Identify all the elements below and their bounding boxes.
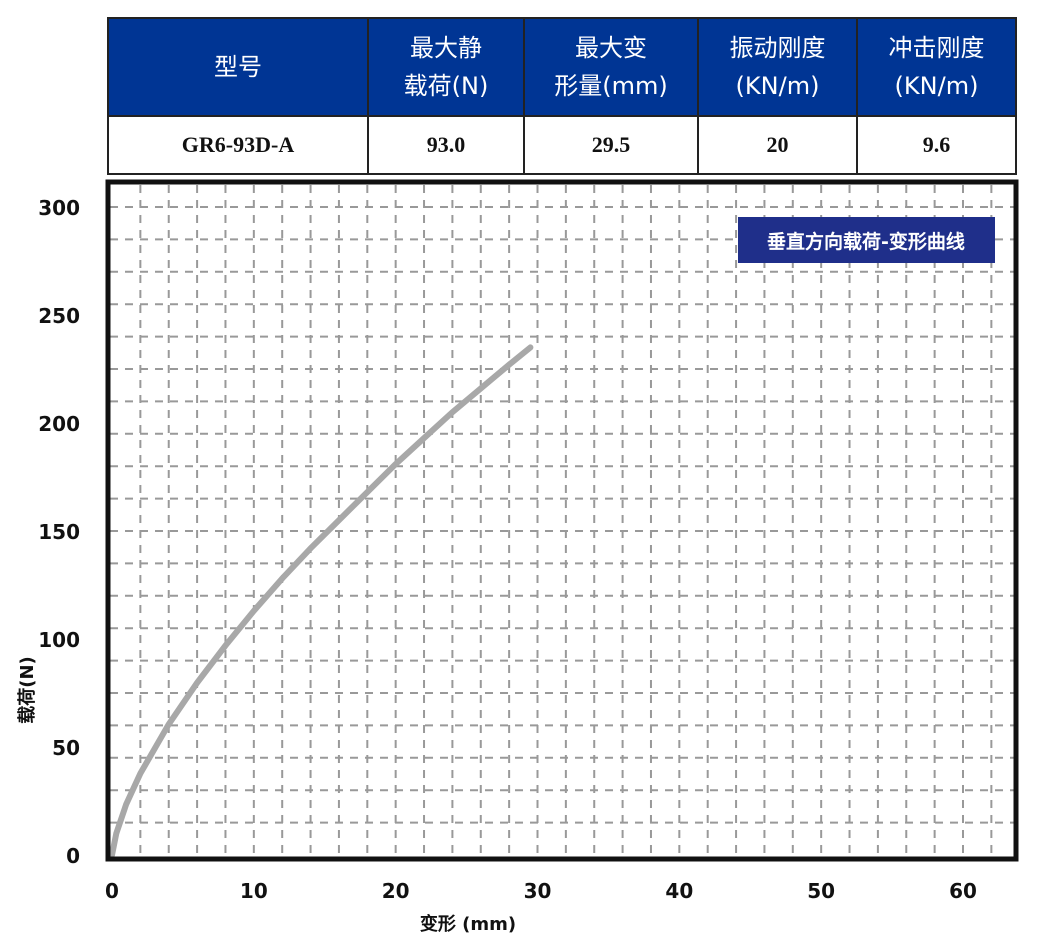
cell-vibration-stiffness: 20	[697, 115, 858, 175]
header-vibration-stiffness: 振动刚度 (KN/m)	[697, 17, 858, 117]
cell-max-deformation: 29.5	[523, 115, 699, 175]
x-tick-label: 10	[240, 879, 268, 903]
header-model: 型号	[107, 17, 369, 117]
x-tick-label: 30	[524, 879, 552, 903]
chart-title: 垂直方向载荷-变形曲线	[767, 230, 965, 253]
y-tick-label: 250	[38, 304, 80, 328]
cell-max-load: 93.0	[367, 115, 525, 175]
y-tick-label: 50	[52, 736, 80, 760]
x-tick-labels: 0 10 20 30 40 50 60	[105, 879, 977, 903]
cell-model: GR6-93D-A	[107, 115, 369, 175]
cell-impact-stiffness: 9.6	[856, 115, 1017, 175]
plot-frame	[105, 179, 1019, 862]
y-axis-label: 载荷(N)	[16, 656, 38, 724]
y-tick-label: 150	[38, 520, 80, 544]
spec-table: 型号 最大静 载荷(N) 最大变 形量(mm) 振动刚度 (KN/m) 冲击刚度 (KN…	[107, 17, 1017, 175]
spec-data-row: GR6-93D-A 93.0 29.5 20 9.6	[107, 115, 1017, 175]
x-tick-label: 0	[105, 879, 119, 903]
spec-header-row: 型号 最大静 载荷(N) 最大变 形量(mm) 振动刚度 (KN/m) 冲击刚度 (KN…	[107, 17, 1017, 117]
y-tick-label: 200	[38, 412, 80, 436]
header-max-load: 最大静 载荷(N)	[367, 17, 525, 117]
series-line	[109, 344, 534, 858]
y-tick-labels: 0 50 100 150 200 250 300	[38, 196, 80, 868]
x-tick-label: 40	[665, 879, 693, 903]
y-tick-label: 300	[38, 196, 80, 220]
grid	[110, 185, 1014, 856]
x-tick-label: 20	[382, 879, 410, 903]
header-impact-stiffness: 冲击刚度 (KN/m)	[856, 17, 1017, 117]
header-max-deformation: 最大变 形量(mm)	[523, 17, 699, 117]
chart-title-box	[738, 217, 995, 263]
x-tick-label: 50	[807, 879, 835, 903]
x-axis-label: 变形 (mm)	[420, 913, 516, 935]
y-tick-label: 100	[38, 628, 80, 652]
x-tick-label: 60	[949, 879, 977, 903]
y-tick-label: 0	[66, 844, 80, 868]
